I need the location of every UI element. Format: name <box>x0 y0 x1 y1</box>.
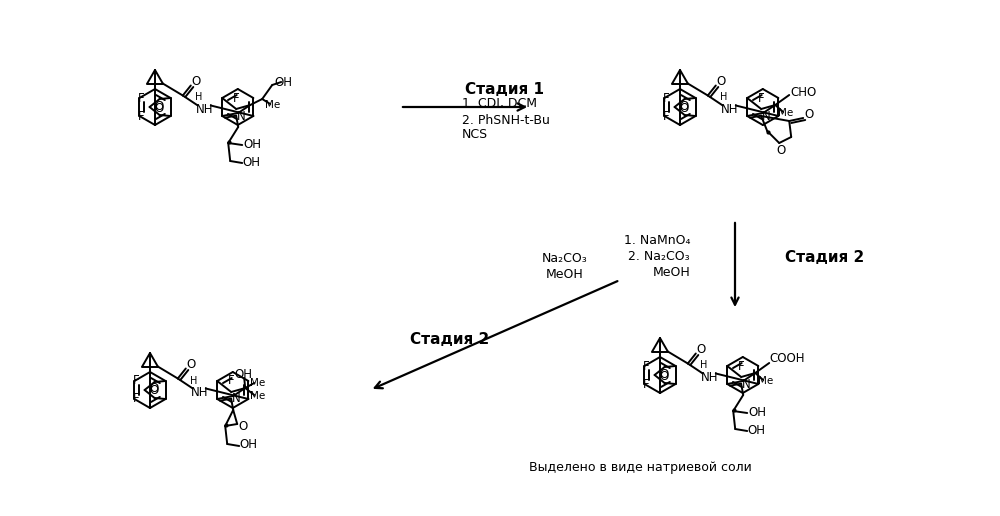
Text: F: F <box>133 375 140 388</box>
Text: Me: Me <box>250 378 265 388</box>
Text: O: O <box>239 421 248 433</box>
Text: Na₂CO₃: Na₂CO₃ <box>542 251 588 265</box>
Text: Стадия 1: Стадия 1 <box>465 82 544 96</box>
Text: F: F <box>663 91 670 105</box>
Text: OH: OH <box>274 75 292 89</box>
Text: F: F <box>643 378 650 391</box>
Text: F: F <box>643 360 650 373</box>
Text: O: O <box>716 75 725 88</box>
Text: O: O <box>149 382 158 395</box>
Text: F: F <box>737 360 744 373</box>
Text: 2. PhSNH-t-Bu: 2. PhSNH-t-Bu <box>462 114 550 126</box>
Text: NH: NH <box>196 103 214 116</box>
Text: NCS: NCS <box>462 128 488 141</box>
Text: O: O <box>679 100 688 112</box>
Text: Me: Me <box>778 108 793 118</box>
Text: Выделено в виде натриевой соли: Выделено в виде натриевой соли <box>529 460 751 474</box>
Text: N: N <box>742 378 751 391</box>
Text: F: F <box>663 109 670 122</box>
Text: F: F <box>227 375 234 388</box>
Text: 1. NaMnO₄: 1. NaMnO₄ <box>624 234 690 247</box>
Text: F: F <box>138 91 145 105</box>
Text: OH: OH <box>243 137 261 151</box>
Text: H: H <box>195 92 202 103</box>
Text: MeOH: MeOH <box>546 267 584 281</box>
Text: NH: NH <box>701 371 719 384</box>
Text: Стадия 2: Стадия 2 <box>785 250 864 266</box>
Text: H: H <box>190 376 197 385</box>
Text: O: O <box>777 144 786 157</box>
Text: Me: Me <box>265 100 280 110</box>
Text: O: O <box>805 107 814 121</box>
Text: NH: NH <box>191 386 209 399</box>
Text: O: O <box>679 102 688 115</box>
Text: Стадия 2: Стадия 2 <box>410 332 490 347</box>
Text: N: N <box>232 393 241 406</box>
Text: O: O <box>149 384 158 397</box>
Text: O: O <box>659 369 668 382</box>
Text: N: N <box>237 109 246 122</box>
Text: H: H <box>720 92 727 103</box>
Text: Me: Me <box>250 391 265 401</box>
Text: F: F <box>133 393 140 406</box>
Text: OH: OH <box>747 424 765 437</box>
Text: O: O <box>186 358 195 371</box>
Text: O: O <box>659 367 668 380</box>
Text: O: O <box>154 100 163 112</box>
Text: O: O <box>191 75 200 88</box>
Text: MeOH: MeOH <box>652 266 690 279</box>
Text: F: F <box>757 91 764 105</box>
Text: CHO: CHO <box>790 86 816 99</box>
Text: NH: NH <box>721 103 739 116</box>
Text: OH: OH <box>239 439 257 452</box>
Text: 1. CDI, DCM: 1. CDI, DCM <box>462 98 537 110</box>
Text: OH: OH <box>234 367 252 380</box>
Text: N: N <box>762 109 771 122</box>
Text: F: F <box>232 91 239 105</box>
Text: H: H <box>700 361 707 370</box>
Text: 2. Na₂CO₃: 2. Na₂CO₃ <box>628 250 690 263</box>
Text: F: F <box>138 109 145 122</box>
Text: OH: OH <box>242 155 260 169</box>
Text: O: O <box>696 343 705 356</box>
Text: OH: OH <box>748 406 766 418</box>
Text: COOH: COOH <box>769 352 805 365</box>
Text: O: O <box>154 102 163 115</box>
Text: Me: Me <box>758 376 773 386</box>
